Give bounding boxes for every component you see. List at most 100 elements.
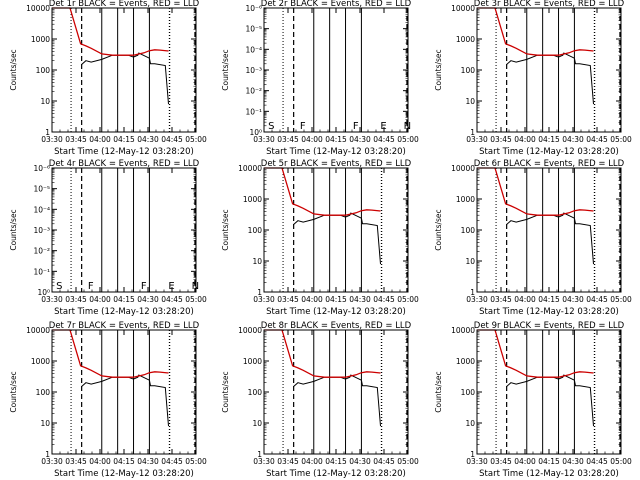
plot-frame — [476, 329, 622, 455]
event-text-mark: S — [268, 121, 274, 132]
y-tick-label: 100 — [36, 388, 51, 397]
y-tick-label: 1 — [470, 288, 475, 297]
chart-title: Det 6r BLACK = Events, RED = LLD — [474, 159, 625, 169]
x-tick-label: 04:45 — [586, 295, 608, 304]
chart-title: Det 4r BLACK = Events, RED = LLD — [49, 159, 200, 169]
x-tick-label: 05:00 — [397, 135, 419, 144]
x-tick-label: 05:00 — [397, 295, 419, 304]
x-tick-label: 04:00 — [89, 295, 111, 304]
chart-title: Det 3r BLACK = Events, RED = LLD — [474, 0, 625, 9]
y-tick-label: 10⁻⁴ — [245, 45, 262, 54]
x-tick-label: 04:45 — [373, 457, 395, 466]
plot-frame — [476, 7, 622, 133]
y-tick-label: 10 — [40, 419, 50, 428]
x-tick-label: 04:30 — [137, 457, 159, 466]
y-tick-label: 1000 — [31, 35, 50, 44]
y-tick-label: 10000 — [26, 4, 50, 13]
x-axis-label: Start Time (12-May-12 03:28:20) — [479, 469, 619, 479]
y-tick-label: 1 — [45, 128, 50, 137]
y-tick-label: 1 — [470, 128, 475, 137]
x-tick-label: 05:00 — [610, 457, 632, 466]
y-tick-label: 1000 — [31, 357, 50, 366]
black-series-line — [506, 212, 594, 265]
event-text-mark: E — [168, 281, 174, 292]
x-tick-label: 03:30 — [41, 135, 63, 144]
chart-title: Det 2r BLACK = Events, RED = LLD — [261, 0, 412, 9]
red-series-line — [52, 7, 169, 56]
x-tick-label: 04:45 — [586, 135, 608, 144]
plot-frame — [263, 7, 409, 133]
y-tick-label: 100 — [461, 388, 476, 397]
x-tick-label: 04:45 — [161, 457, 183, 466]
x-tick-label: 03:30 — [253, 135, 275, 144]
chart-title: Det 5r BLACK = Events, RED = LLD — [261, 159, 412, 169]
x-tick-label: 03:30 — [41, 457, 63, 466]
x-tick-label: 03:45 — [277, 295, 299, 304]
y-axis-label: Counts/sec — [434, 209, 443, 250]
event-text-mark: E — [380, 121, 386, 132]
x-tick-label: 04:30 — [137, 295, 159, 304]
y-axis-label: Counts/sec — [9, 371, 18, 412]
y-tick-label: 1 — [257, 288, 262, 297]
x-tick-label: 04:15 — [113, 457, 135, 466]
x-tick-label: 04:30 — [562, 295, 584, 304]
x-tick-label: 04:00 — [89, 457, 111, 466]
y-tick-label: 1000 — [456, 35, 475, 44]
x-tick-label: 03:45 — [277, 457, 299, 466]
x-tick-label: 04:30 — [349, 457, 371, 466]
x-axis-label: Start Time (12-May-12 03:28:20) — [479, 307, 619, 317]
x-tick-label: 04:30 — [137, 135, 159, 144]
event-text-mark: F — [88, 281, 94, 292]
x-tick-label: 03:30 — [466, 295, 488, 304]
event-text-mark: F — [141, 281, 147, 292]
x-axis-label: Start Time (12-May-12 03:28:20) — [479, 147, 619, 157]
chart-panel-8: Det 8r BLACK = Events, RED = LLD Counts/s… — [221, 321, 419, 479]
x-tick-label: 03:45 — [65, 295, 87, 304]
chart-panel-5: Det 5r BLACK = Events, RED = LLD Counts/s… — [221, 159, 419, 317]
y-tick-label: 1000 — [456, 357, 475, 366]
x-tick-label: 04:45 — [161, 295, 183, 304]
event-text-mark: N — [192, 281, 199, 292]
x-axis-label: Start Time (12-May-12 03:28:20) — [266, 147, 406, 157]
x-tick-label: 04:45 — [161, 135, 183, 144]
x-tick-label: 04:00 — [514, 457, 536, 466]
x-axis-label: Start Time (12-May-12 03:28:20) — [54, 147, 194, 157]
x-tick-label: 04:15 — [538, 457, 560, 466]
y-tick-label: 10⁻⁶ — [33, 164, 50, 173]
y-tick-label: 1000 — [456, 195, 475, 204]
y-axis-label: Counts/sec — [9, 49, 18, 90]
chart-panel-2: Det 2r BLACK = Events, RED = LLD Counts/s… — [221, 0, 419, 157]
chart-title: Det 9r BLACK = Events, RED = LLD — [474, 321, 625, 331]
x-tick-label: 05:00 — [610, 295, 632, 304]
x-axis-label: Start Time (12-May-12 03:28:20) — [266, 307, 406, 317]
x-tick-label: 04:30 — [562, 135, 584, 144]
plot-frame — [476, 167, 622, 293]
x-tick-label: 04:00 — [301, 457, 323, 466]
y-tick-label: 10000 — [451, 326, 475, 335]
x-tick-label: 03:45 — [277, 135, 299, 144]
y-axis-label: Counts/sec — [434, 49, 443, 90]
x-tick-label: 03:30 — [466, 135, 488, 144]
x-tick-label: 03:45 — [65, 457, 87, 466]
y-tick-label: 1 — [45, 450, 50, 459]
x-tick-label: 04:15 — [325, 135, 347, 144]
y-tick-label: 10⁻² — [33, 247, 50, 256]
y-tick-label: 10⁻⁴ — [33, 205, 50, 214]
y-tick-label: 100 — [461, 66, 476, 75]
black-series-line — [81, 52, 169, 105]
black-series-line — [506, 52, 594, 105]
y-tick-label: 10⁰ — [37, 288, 50, 297]
x-tick-label: 04:15 — [538, 135, 560, 144]
y-tick-label: 10000 — [451, 4, 475, 13]
y-axis-label: Counts/sec — [221, 371, 230, 412]
y-tick-label: 10⁻¹ — [245, 107, 262, 116]
x-tick-label: 05:00 — [185, 457, 207, 466]
chart-panel-1: Det 1r BLACK = Events, RED = LLD Counts/s… — [9, 0, 207, 157]
x-tick-label: 05:00 — [185, 135, 207, 144]
event-text-mark: F — [300, 121, 306, 132]
chart-panel-6: Det 6r BLACK = Events, RED = LLD Counts/s… — [434, 159, 632, 317]
y-axis-label: Counts/sec — [221, 49, 230, 90]
red-series-line — [477, 167, 594, 216]
chart-panel-9: Det 9r BLACK = Events, RED = LLD Counts/s… — [434, 321, 632, 479]
y-tick-label: 1 — [470, 450, 475, 459]
